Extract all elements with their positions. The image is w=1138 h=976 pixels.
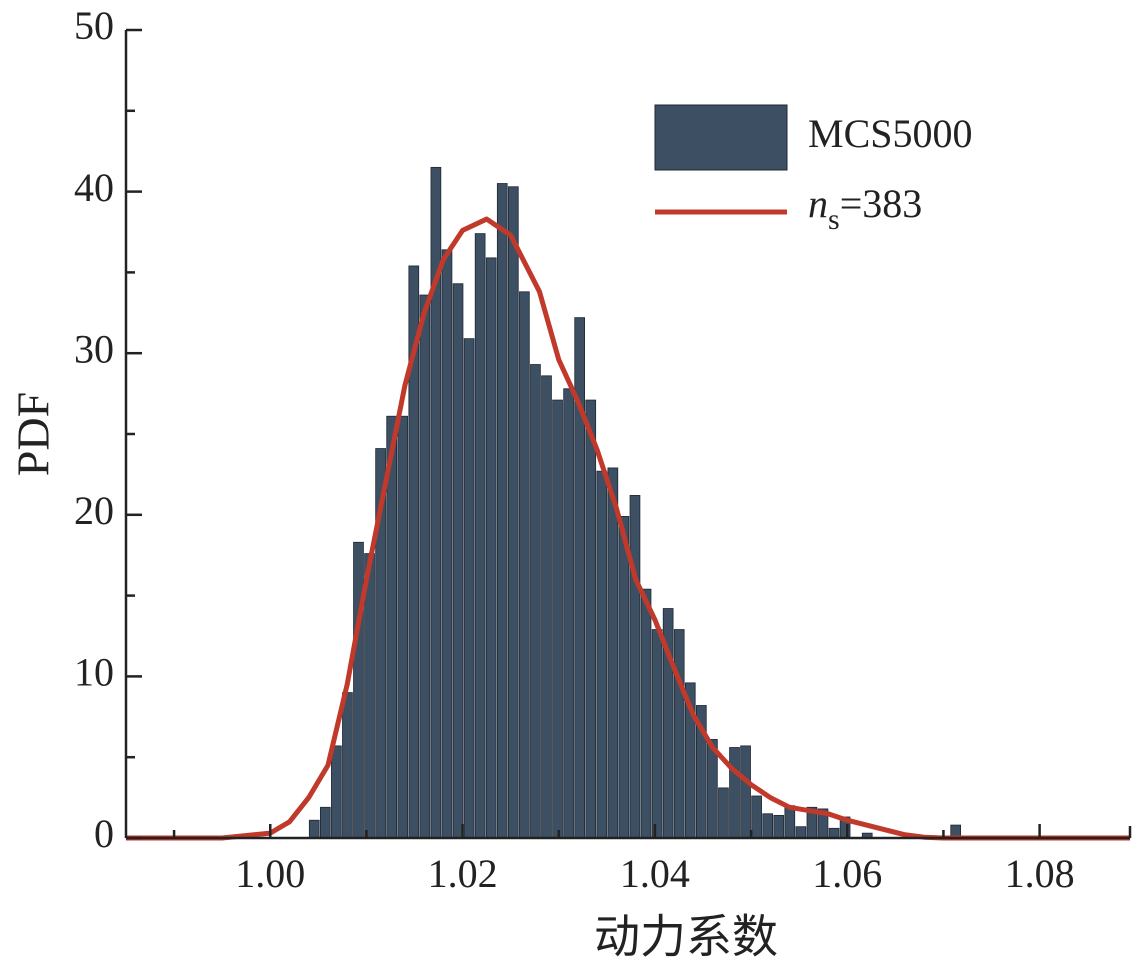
- histogram-bar: [474, 233, 486, 839]
- histogram-bar: [397, 415, 409, 839]
- histogram-bar: [353, 541, 364, 839]
- x-tick-label: 1.02: [428, 851, 498, 896]
- histogram-bar: [718, 787, 729, 839]
- histogram-bar: [751, 795, 762, 839]
- histogram-bar: [541, 375, 552, 839]
- histogram-bar: [673, 629, 685, 839]
- y-tick-label: 40: [74, 165, 114, 210]
- histogram-bar: [563, 388, 574, 839]
- histogram-bar: [331, 745, 342, 839]
- histogram-bar: [773, 814, 785, 839]
- y-axis-label: PDF: [8, 392, 59, 476]
- y-tick-label: 20: [74, 488, 114, 533]
- histogram-bar: [828, 827, 840, 839]
- y-tick-label: 10: [74, 650, 114, 695]
- histogram-bar: [585, 399, 597, 839]
- legend-swatch: [654, 104, 788, 171]
- histogram-bar: [795, 826, 807, 839]
- histogram-bar: [629, 495, 641, 839]
- histogram-bar: [319, 806, 331, 839]
- histogram-bar: [507, 186, 519, 839]
- legend-label-part: s: [828, 203, 840, 236]
- histogram-bar: [519, 291, 530, 839]
- histogram-bar: [463, 338, 475, 839]
- y-tick-label: 50: [74, 3, 114, 48]
- histogram-bar: [607, 467, 619, 839]
- histogram-bar: [452, 283, 464, 839]
- x-tick-label: 1.06: [812, 851, 882, 896]
- y-tick-label: 30: [74, 326, 114, 371]
- legend-label: ns=383: [808, 181, 922, 236]
- histogram-bar: [530, 364, 541, 839]
- histogram-bar: [729, 747, 740, 839]
- histogram-bar: [342, 692, 353, 839]
- legend-label-part: n: [808, 181, 828, 226]
- histogram-bar: [618, 516, 630, 839]
- histogram-bar: [485, 257, 497, 839]
- density-line: [126, 216, 1130, 841]
- x-tick-label: 1.08: [1005, 851, 1075, 896]
- histogram-bar: [596, 470, 608, 839]
- histogram-bar: [441, 249, 453, 839]
- histogram-bar: [784, 805, 796, 839]
- histogram-bar: [740, 745, 751, 839]
- histogram-bar: [496, 183, 508, 839]
- histogram-bar: [762, 813, 774, 839]
- x-tick-label: 1.04: [620, 851, 690, 896]
- legend-label: MCS5000: [808, 111, 973, 156]
- legend-label-part: =383: [840, 181, 923, 226]
- histogram-bar: [419, 294, 431, 839]
- histogram-bar: [640, 588, 652, 839]
- histogram-bar: [364, 553, 375, 839]
- histogram-bar: [552, 399, 563, 839]
- x-axis-label: 动力系数: [594, 910, 778, 964]
- histogram-bar: [308, 819, 320, 839]
- histogram-bar: [651, 629, 663, 839]
- x-tick-label: 1.00: [235, 851, 305, 896]
- y-tick-label: 0: [94, 811, 114, 856]
